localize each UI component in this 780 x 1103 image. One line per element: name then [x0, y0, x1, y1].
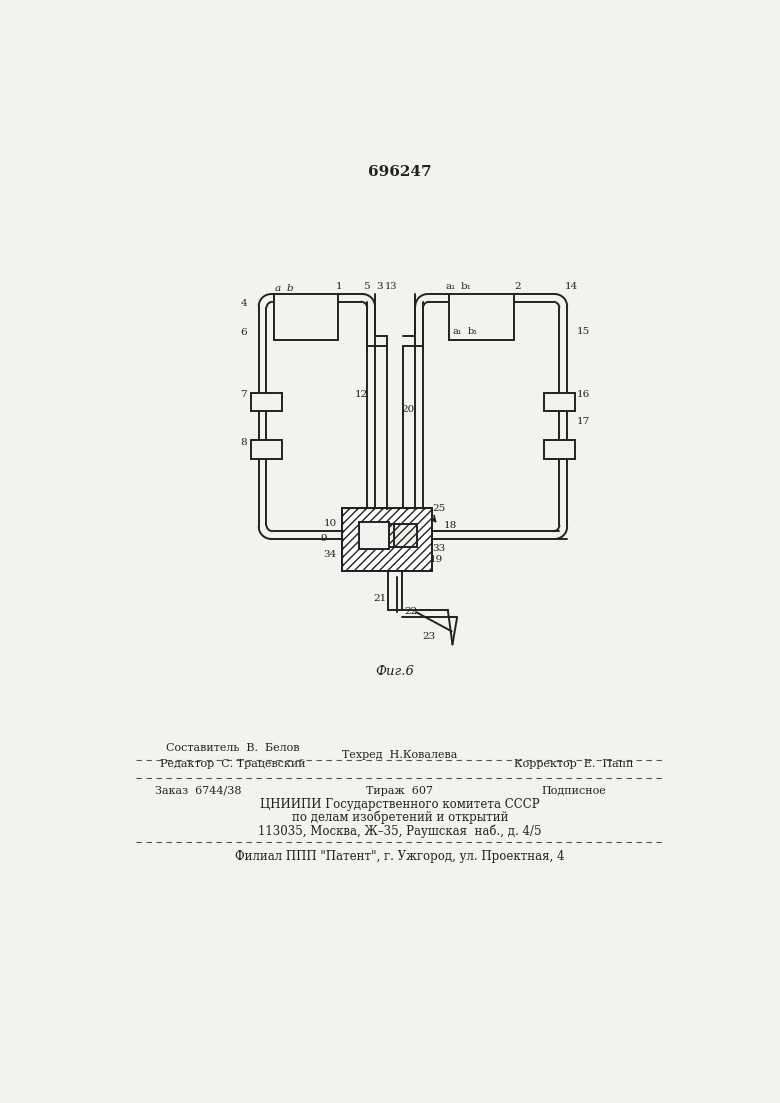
Bar — [251, 440, 282, 459]
Text: Филиал ППП "Патент", г. Ужгород, ул. Проектная, 4: Филиал ППП "Патент", г. Ужгород, ул. Про… — [235, 849, 565, 863]
Bar — [342, 508, 388, 571]
Text: Заказ  6744/38: Заказ 6744/38 — [155, 785, 242, 795]
Bar — [251, 393, 282, 411]
Text: 3: 3 — [376, 282, 383, 291]
Bar — [544, 440, 575, 459]
Text: b₁: b₁ — [468, 326, 478, 335]
Bar — [344, 510, 431, 570]
Text: 25: 25 — [432, 504, 445, 513]
Text: 2: 2 — [514, 282, 521, 291]
Text: Фиг.6: Фиг.6 — [375, 665, 413, 678]
Text: 9: 9 — [321, 535, 327, 544]
Text: Составитель  В.  Белов: Составитель В. Белов — [166, 743, 300, 753]
Text: 19: 19 — [430, 555, 443, 565]
Text: Редактор  С. Трацевский: Редактор С. Трацевский — [161, 759, 306, 769]
Text: 21: 21 — [374, 593, 387, 602]
Text: 22: 22 — [405, 607, 418, 615]
Text: 7: 7 — [240, 389, 247, 398]
Text: a: a — [275, 285, 280, 293]
Text: 20: 20 — [401, 405, 414, 414]
Bar — [342, 508, 432, 571]
Text: b₁: b₁ — [461, 282, 472, 291]
Text: 16: 16 — [576, 389, 590, 398]
Bar — [275, 295, 338, 340]
Bar — [394, 524, 417, 547]
Text: a₁: a₁ — [452, 326, 462, 335]
Text: 17: 17 — [576, 417, 590, 426]
Text: Корректор  Е.  Папп: Корректор Е. Папп — [514, 759, 634, 769]
Bar — [449, 295, 515, 340]
Text: 14: 14 — [566, 282, 579, 291]
Text: Техред  Н.Ковалева: Техред Н.Ковалева — [342, 750, 457, 760]
Text: 696247: 696247 — [368, 165, 431, 180]
Text: 13: 13 — [385, 282, 398, 291]
Text: 12: 12 — [354, 389, 367, 398]
Bar — [360, 522, 389, 549]
Text: 34: 34 — [324, 549, 337, 559]
Text: 10: 10 — [324, 520, 337, 528]
Text: 33: 33 — [432, 544, 445, 553]
Text: b: b — [286, 285, 293, 293]
Text: Тираж  607: Тираж 607 — [367, 785, 433, 795]
Text: 18: 18 — [444, 521, 457, 529]
Text: 4: 4 — [240, 299, 247, 308]
Text: 8: 8 — [240, 438, 247, 447]
Text: a₁: a₁ — [446, 282, 456, 291]
Text: 15: 15 — [576, 326, 590, 335]
Text: 6: 6 — [240, 328, 247, 338]
Bar — [544, 393, 575, 411]
Text: 1: 1 — [336, 282, 342, 291]
Bar — [381, 524, 404, 547]
Text: ЦНИИПИ Государственного комитета СССР: ЦНИИПИ Государственного комитета СССР — [260, 799, 540, 811]
Text: 113035, Москва, Ж–35, Раушская  наб., д. 4/5: 113035, Москва, Ж–35, Раушская наб., д. … — [258, 824, 541, 837]
Bar — [342, 508, 432, 571]
Text: 23: 23 — [423, 632, 436, 641]
Text: 5: 5 — [363, 282, 370, 291]
Text: Подписное: Подписное — [542, 785, 607, 795]
Text: по делам изобретений и открытий: по делам изобретений и открытий — [292, 811, 508, 824]
